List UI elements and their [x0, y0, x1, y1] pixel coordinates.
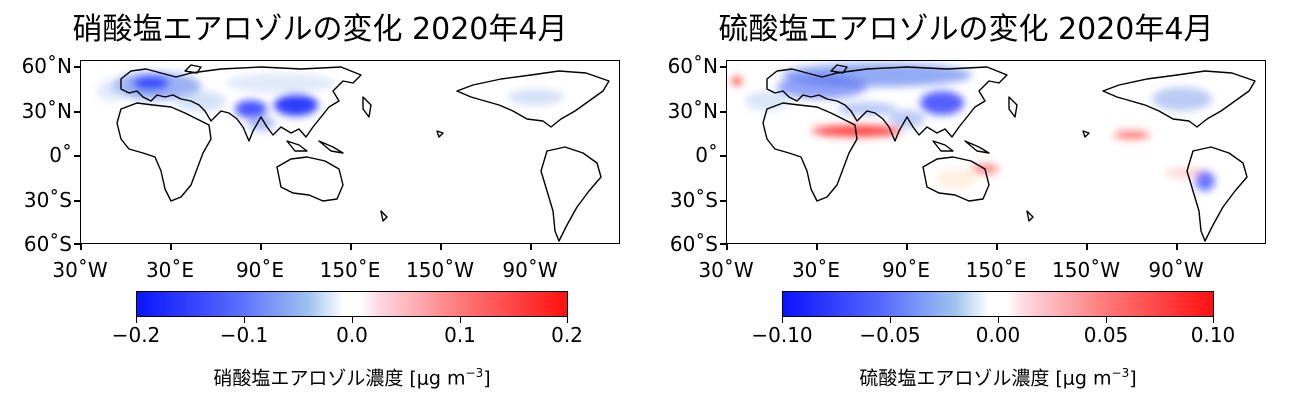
lon-tick	[1086, 244, 1088, 250]
colorbar-tick-label: 0.00	[975, 323, 1021, 347]
colorbar-tick	[136, 317, 138, 323]
lon-label-30e: 30˚E	[145, 258, 195, 282]
sulfate-panel: 硫酸塩エアロゾルの変化 2020年4月 60˚N 30˚N 0˚ 30˚S 60…	[646, 0, 1286, 402]
colorbar-tick-label: 0.0	[336, 323, 368, 347]
lon-label-30w: 30˚W	[698, 258, 754, 282]
coastlines	[762, 64, 1256, 242]
colorbar-tick	[244, 317, 246, 323]
lat-tick	[720, 200, 726, 202]
colorbar-tick	[352, 317, 354, 323]
lat-tick	[720, 66, 726, 68]
lat-label-60n: 60˚N	[21, 54, 72, 78]
lat-tick	[74, 66, 80, 68]
colorbar-tick-label: −0.10	[751, 323, 813, 347]
lat-tick	[74, 155, 80, 157]
lon-label-30e: 30˚E	[791, 258, 841, 282]
colorbar-tick	[1213, 317, 1215, 323]
lat-label-60s: 60˚S	[23, 232, 72, 256]
nitrate-change-map	[80, 60, 620, 244]
sulfate-colorbar	[782, 291, 1214, 317]
nitrate-colorbar-label: 硝酸塩エアロゾル濃度 [μg m−3]	[213, 366, 491, 390]
nitrate-colorbar	[136, 291, 568, 317]
lon-tick	[260, 244, 262, 250]
lon-label-90e: 90˚E	[881, 258, 931, 282]
colorbar-tick	[1106, 317, 1108, 323]
lat-label-equator: 0˚	[695, 143, 718, 167]
coastlines	[116, 64, 610, 242]
lon-label-90w: 90˚W	[1148, 258, 1204, 282]
lon-tick	[80, 244, 82, 250]
lat-tick	[74, 243, 80, 245]
colorbar-tick	[998, 317, 1000, 323]
lon-tick	[530, 244, 532, 250]
lat-label-60n: 60˚N	[667, 54, 718, 78]
lat-tick	[74, 200, 80, 202]
sulfate-change-map	[726, 60, 1266, 244]
nitrate-anomaly-field	[97, 72, 564, 131]
colorbar-tick-label: −0.1	[219, 323, 269, 347]
colorbar-tick	[567, 317, 569, 323]
colorbar-tick	[460, 317, 462, 323]
lon-tick	[170, 244, 172, 250]
lat-tick	[720, 155, 726, 157]
colorbar-tick	[890, 317, 892, 323]
colorbar-tick-label: 0.10	[1190, 323, 1236, 347]
sulfate-map-title: 硫酸塩エアロゾルの変化 2020年4月	[718, 12, 1214, 47]
sulfate-colorbar-label: 硫酸塩エアロゾル濃度 [μg m−3]	[859, 366, 1137, 390]
lon-label-150w: 150˚W	[1052, 258, 1120, 282]
lat-label-equator: 0˚	[49, 143, 72, 167]
lat-label-30n: 30˚N	[21, 99, 72, 123]
colorbar-tick-label: −0.05	[859, 323, 921, 347]
lat-label-30s: 30˚S	[23, 188, 72, 212]
colorbar-tick-label: 0.1	[444, 323, 476, 347]
lon-tick	[816, 244, 818, 250]
lat-label-60s: 60˚S	[669, 232, 718, 256]
colorbar-tick-label: 0.2	[551, 323, 583, 347]
lon-label-150e: 150˚E	[965, 258, 1027, 282]
lon-label-30w: 30˚W	[52, 258, 108, 282]
lon-tick	[726, 244, 728, 250]
colorbar-tick-label: −0.2	[111, 323, 161, 347]
lon-label-150w: 150˚W	[406, 258, 474, 282]
colorbar-tick	[782, 317, 784, 323]
nitrate-panel: 硝酸塩エアロゾルの変化 2020年4月 60˚N 30˚N 0˚ 30˚S 60…	[0, 0, 640, 402]
lat-label-30n: 30˚N	[667, 99, 718, 123]
lat-tick	[720, 243, 726, 245]
lon-tick	[996, 244, 998, 250]
colorbar-tick-label: 0.05	[1083, 323, 1129, 347]
lat-tick	[720, 111, 726, 113]
lon-label-150e: 150˚E	[319, 258, 381, 282]
lat-tick	[74, 111, 80, 113]
lon-label-90e: 90˚E	[235, 258, 285, 282]
lon-tick	[1176, 244, 1178, 250]
sulfate-anomaly-field	[732, 63, 1215, 191]
lon-label-90w: 90˚W	[502, 258, 558, 282]
lon-tick	[350, 244, 352, 250]
lon-tick	[440, 244, 442, 250]
lat-label-30s: 30˚S	[669, 188, 718, 212]
lon-tick	[906, 244, 908, 250]
nitrate-map-title: 硝酸塩エアロゾルの変化 2020年4月	[72, 12, 568, 47]
